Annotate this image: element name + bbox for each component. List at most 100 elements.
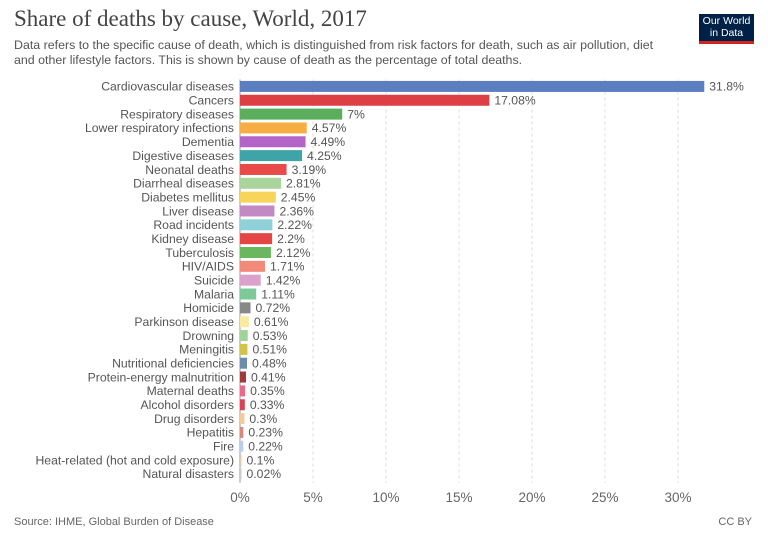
bar[interactable] — [240, 219, 273, 231]
bar[interactable] — [240, 288, 257, 300]
category-label: Fire — [213, 440, 234, 454]
category-label: Kidney disease — [151, 232, 234, 246]
category-label: Heat-related (hot and cold exposure) — [36, 453, 235, 467]
category-label: Suicide — [194, 273, 234, 287]
x-tick-label: 10% — [372, 490, 399, 505]
bar[interactable] — [240, 136, 306, 148]
bar[interactable] — [240, 163, 287, 175]
x-tick-label: 5% — [303, 490, 323, 505]
category-label: Lower respiratory infections — [85, 121, 234, 135]
value-label: 1.71% — [270, 260, 305, 274]
value-label: 0.53% — [253, 329, 288, 343]
value-label: 0.02% — [247, 467, 282, 481]
bar[interactable] — [240, 302, 251, 314]
category-label: Liver disease — [162, 204, 234, 218]
bar[interactable] — [240, 426, 244, 438]
bar[interactable] — [240, 247, 271, 258]
value-label: 0.1% — [247, 453, 275, 467]
chart-title: Share of deaths by cause, World, 2017 — [14, 6, 367, 31]
value-label: 0.23% — [248, 426, 283, 440]
value-label: 0.72% — [256, 301, 291, 315]
x-tick-label: 0% — [230, 490, 250, 505]
license-note[interactable]: CC BY — [718, 516, 752, 528]
source-note[interactable]: Source: IHME, Global Burden of Disease — [14, 516, 214, 528]
bar[interactable] — [240, 454, 242, 466]
value-label: 17.08% — [494, 94, 535, 108]
owid-logo[interactable]: Our World in Data — [699, 14, 754, 44]
category-label: Digestive diseases — [132, 149, 234, 163]
value-label: 0.3% — [249, 412, 277, 426]
category-label: Cancers — [189, 94, 234, 108]
x-tick-label: 25% — [591, 490, 618, 505]
bar[interactable] — [240, 468, 242, 480]
category-label: Malaria — [194, 287, 234, 301]
bar[interactable] — [240, 233, 273, 245]
category-label: Maternal deaths — [147, 384, 234, 398]
value-label: 0.48% — [252, 357, 287, 371]
bar[interactable] — [240, 150, 303, 162]
category-label: Nutritional deficiencies — [112, 357, 234, 371]
category-label: Diarrheal diseases — [133, 177, 234, 191]
category-label: HIV/AIDS — [182, 260, 234, 274]
bars-group: Cardiovascular diseases 31.8% Cancers 17.08… — [36, 80, 745, 482]
value-label: 2.12% — [276, 246, 311, 260]
x-tick-label: 15% — [445, 490, 472, 505]
category-label: Homicide — [183, 301, 234, 315]
category-label: Dementia — [182, 135, 234, 149]
value-label: 2.36% — [279, 204, 314, 218]
bar[interactable] — [240, 274, 261, 286]
value-label: 2.45% — [281, 190, 316, 204]
bar[interactable] — [240, 260, 265, 272]
bar[interactable] — [240, 177, 282, 189]
value-label: 31.8% — [709, 80, 744, 94]
category-label: Drowning — [183, 329, 234, 343]
value-label: 4.49% — [311, 135, 346, 149]
x-tick-label: 30% — [664, 490, 691, 505]
bar[interactable] — [240, 357, 248, 369]
value-label: 1.11% — [261, 287, 295, 301]
x-tick-label: 20% — [518, 490, 545, 505]
x-axis-ticks: 0% 5% 10% 15% 20% 25% 30% — [230, 490, 691, 505]
bar[interactable] — [240, 413, 245, 425]
value-label: 1.42% — [266, 273, 301, 287]
bar[interactable] — [240, 122, 307, 134]
value-label: 0.33% — [250, 398, 285, 412]
value-label: 4.57% — [312, 121, 347, 135]
bar[interactable] — [240, 94, 490, 106]
value-label: 4.25% — [307, 149, 342, 163]
value-label: 2.81% — [286, 177, 321, 191]
logo-line-1: Our World — [702, 15, 751, 27]
bar[interactable] — [240, 205, 275, 217]
value-label: 3.19% — [292, 163, 327, 177]
category-label: Cardiovascular diseases — [101, 80, 234, 94]
category-label: Protein-energy malnutrition — [88, 370, 234, 384]
category-label: Parkinson disease — [134, 315, 234, 329]
bar[interactable] — [240, 440, 244, 452]
bar[interactable] — [240, 371, 246, 383]
category-label: Meningitis — [179, 343, 234, 357]
bar[interactable] — [240, 385, 246, 397]
bar[interactable] — [240, 108, 343, 120]
category-label: Tuberculosis — [165, 246, 234, 260]
category-label: Natural disasters — [143, 467, 234, 481]
category-label: Hepatitis — [187, 426, 234, 440]
category-label: Neonatal deaths — [145, 163, 234, 177]
grid-lines — [239, 79, 679, 483]
value-label: 0.51% — [252, 343, 287, 357]
value-label: 0.35% — [250, 384, 285, 398]
bar[interactable] — [240, 316, 249, 328]
category-label: Road incidents — [153, 218, 234, 232]
value-label: 7% — [347, 107, 365, 121]
category-label: Drug disorders — [154, 412, 234, 426]
category-label: Alcohol disorders — [141, 398, 234, 412]
value-label: 0.22% — [248, 440, 283, 454]
logo-line-2: in Data — [709, 26, 744, 39]
bar[interactable] — [240, 399, 245, 411]
value-label: 0.41% — [251, 370, 286, 384]
bar[interactable] — [240, 343, 248, 355]
bar[interactable] — [240, 80, 705, 92]
bar[interactable] — [240, 191, 276, 203]
category-label: Respiratory diseases — [120, 107, 234, 121]
bar[interactable] — [240, 330, 248, 342]
